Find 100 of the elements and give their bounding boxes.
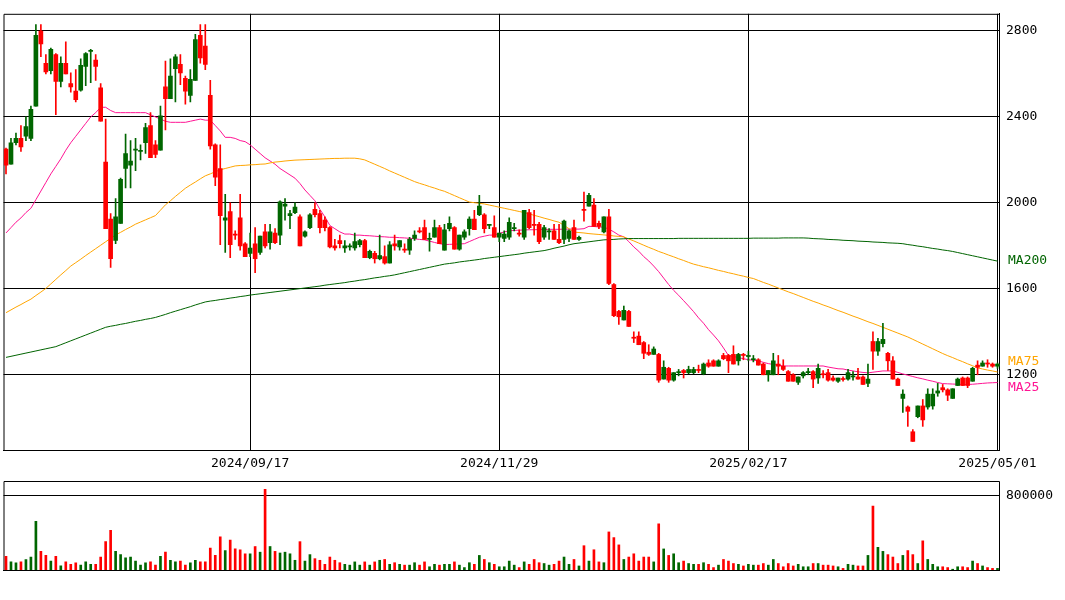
bar [747,564,750,570]
bar [114,551,117,570]
bar [687,563,690,570]
bar [353,561,357,570]
bar [54,555,58,570]
bar [791,565,795,570]
y-tick-label: 2400 [1006,108,1038,124]
series-label: MA75 [1008,353,1040,369]
bar [801,566,805,570]
y-tick-label: 2800 [1006,22,1038,38]
y-tick-label: 1600 [1006,280,1038,296]
bar [946,567,950,570]
bar [149,561,152,570]
bar [781,566,785,570]
bar [413,562,416,570]
bar [752,564,755,570]
bar [134,560,137,570]
bar [762,563,765,570]
bar [522,561,526,570]
bar [423,561,426,570]
bar [348,564,352,570]
bar [677,562,680,570]
bar [213,555,217,570]
bar [233,548,237,570]
bar [388,564,391,570]
bar [189,562,192,570]
bar [652,561,656,570]
bar [463,567,466,570]
bar [921,540,925,570]
bar [622,559,626,570]
bar [722,559,725,570]
bar [94,564,98,570]
bar [732,563,735,570]
bar [468,562,471,570]
bar [667,555,670,570]
bar [926,559,930,570]
bar [458,564,461,570]
bar [223,550,227,570]
bar [642,556,646,570]
candlestick [631,331,637,343]
bar [727,560,730,570]
bar [497,566,501,570]
candlestick [581,191,587,222]
bar [487,562,491,570]
bar [174,561,177,570]
bar [218,536,222,570]
series-label: MA200 [1008,252,1048,268]
bar [941,566,945,570]
bar [771,559,775,570]
bar [184,564,187,570]
bar [208,547,212,570]
bar [627,556,631,570]
bar [737,564,740,570]
bar [672,553,675,570]
bar [358,564,362,570]
bar [433,564,436,570]
bar [363,561,367,570]
y-tick-label: 2000 [1006,194,1038,210]
bar [796,564,800,570]
bar [119,554,122,570]
bar [657,523,661,570]
bar [448,564,451,570]
bar [492,564,496,570]
bar [637,560,641,570]
bar [742,565,745,570]
bar [473,564,476,570]
bar [482,559,486,570]
bar [512,564,516,570]
bar [408,564,411,570]
bar [338,562,342,570]
bar [74,562,78,570]
bar [443,564,446,570]
bar [697,564,700,570]
bar [238,549,242,570]
bar [776,563,780,570]
candlestick [905,405,911,427]
candlestick [377,234,383,261]
bar [89,564,93,570]
bar [59,565,63,570]
series-label: MA25 [1008,379,1040,395]
bar [707,564,710,570]
bar [702,562,705,570]
bar [502,566,506,570]
bar [398,564,401,570]
bar [966,567,969,570]
bar [164,551,167,570]
bar [79,564,83,570]
candlestick [88,48,94,83]
bar [64,561,68,570]
x-tick-label: 2024/09/17 [211,455,290,471]
text: 800000 [1006,486,1053,502]
y-tick-label: 1200 [1006,366,1038,382]
bar [682,560,685,570]
bar [428,566,431,570]
bar [69,564,73,570]
candlestick [287,210,293,230]
candlestick [546,228,552,240]
x-tick-label: 2024/11/29 [460,455,539,471]
bar [129,556,132,570]
bar [632,553,636,570]
